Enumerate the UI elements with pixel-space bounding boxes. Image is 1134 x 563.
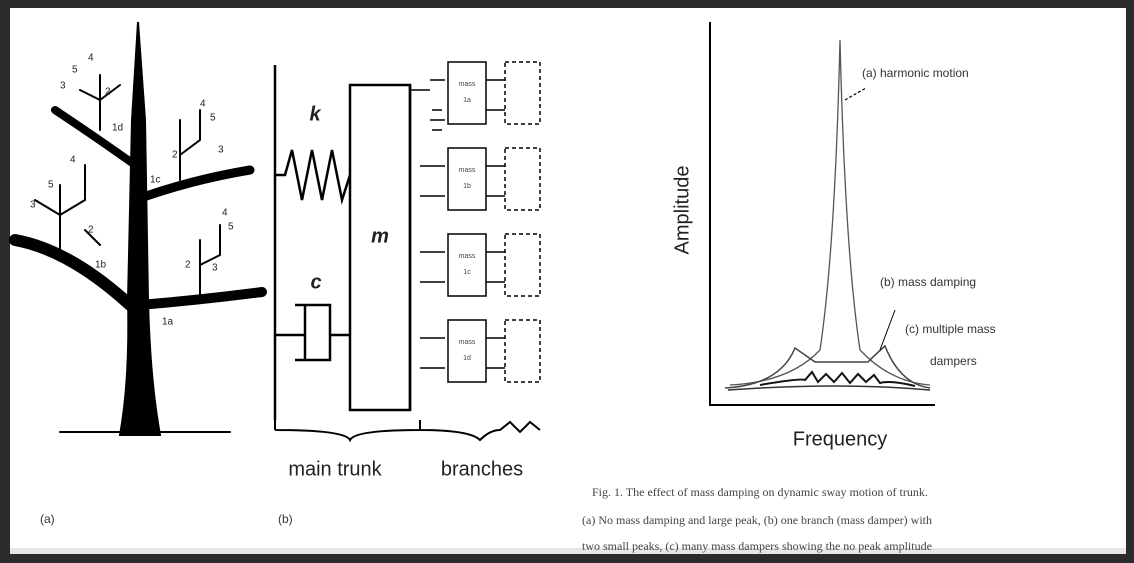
tree-label: 5 xyxy=(210,113,216,124)
caption-line: Fig. 1. The effect of mass damping on dy… xyxy=(592,485,928,499)
annotation: dampers xyxy=(930,354,977,368)
annotation: (b) mass damping xyxy=(880,275,976,289)
tree-label: 4 xyxy=(222,208,228,219)
box-id: 1c xyxy=(463,269,471,276)
plot xyxy=(709,22,935,406)
tree-label: 1d xyxy=(112,123,123,134)
damper-label: c xyxy=(310,271,321,293)
branch-units xyxy=(410,61,541,383)
branches-label: branches xyxy=(441,458,523,480)
box-id: 1a xyxy=(463,97,471,104)
box-title: mass xyxy=(459,167,476,174)
tree-label: 2 xyxy=(88,225,94,236)
figure-panel xyxy=(10,8,1126,554)
tree-label: 4 xyxy=(88,53,94,64)
model xyxy=(273,65,541,443)
tree-label: 2 xyxy=(185,260,191,271)
box-title: mass xyxy=(459,253,476,260)
tree-label: 1c xyxy=(150,175,161,186)
tree-label: 4 xyxy=(70,155,76,166)
box-id: 1d xyxy=(463,355,471,362)
tree-label: 1a xyxy=(162,317,174,328)
tree-label: 5 xyxy=(72,65,78,76)
mass-label: m xyxy=(371,225,389,247)
x-axis-label: Frequency xyxy=(793,428,888,450)
annotation: (a) harmonic motion xyxy=(862,66,969,80)
bottom-strip xyxy=(10,548,1126,554)
tree-label: 3 xyxy=(218,145,224,156)
tree-label: 2 xyxy=(105,87,111,98)
annotation: (c) multiple mass xyxy=(905,322,996,336)
box-title: mass xyxy=(459,339,476,346)
panel-caption: (a) xyxy=(40,512,55,526)
tree-label: 2 xyxy=(172,150,178,161)
tree-label: 5 xyxy=(48,180,54,191)
tree-label: 4 xyxy=(200,99,206,110)
spring-label: k xyxy=(309,103,321,125)
box-id: 1b xyxy=(463,183,471,190)
tree xyxy=(9,21,267,436)
tree-label: 1b xyxy=(95,260,107,271)
tree-label: 3 xyxy=(60,81,66,92)
caption-line: (a) No mass damping and large peak, (b) … xyxy=(582,513,932,527)
tree-label: 3 xyxy=(30,200,36,211)
caption-line: two small peaks, (c) many mass dampers s… xyxy=(582,539,932,553)
trunk-label: main trunk xyxy=(288,458,382,480)
tree-labels: 4 5 3 2 1d 4 5 2 3 1c 4 5 3 2 1b 4 5 2 3… xyxy=(30,53,234,328)
tree-label: 3 xyxy=(212,263,218,274)
box-title: mass xyxy=(459,81,476,88)
tree-label: 5 xyxy=(228,222,234,233)
panel-caption: (b) xyxy=(278,512,293,526)
y-axis-label: Amplitude xyxy=(671,166,693,255)
